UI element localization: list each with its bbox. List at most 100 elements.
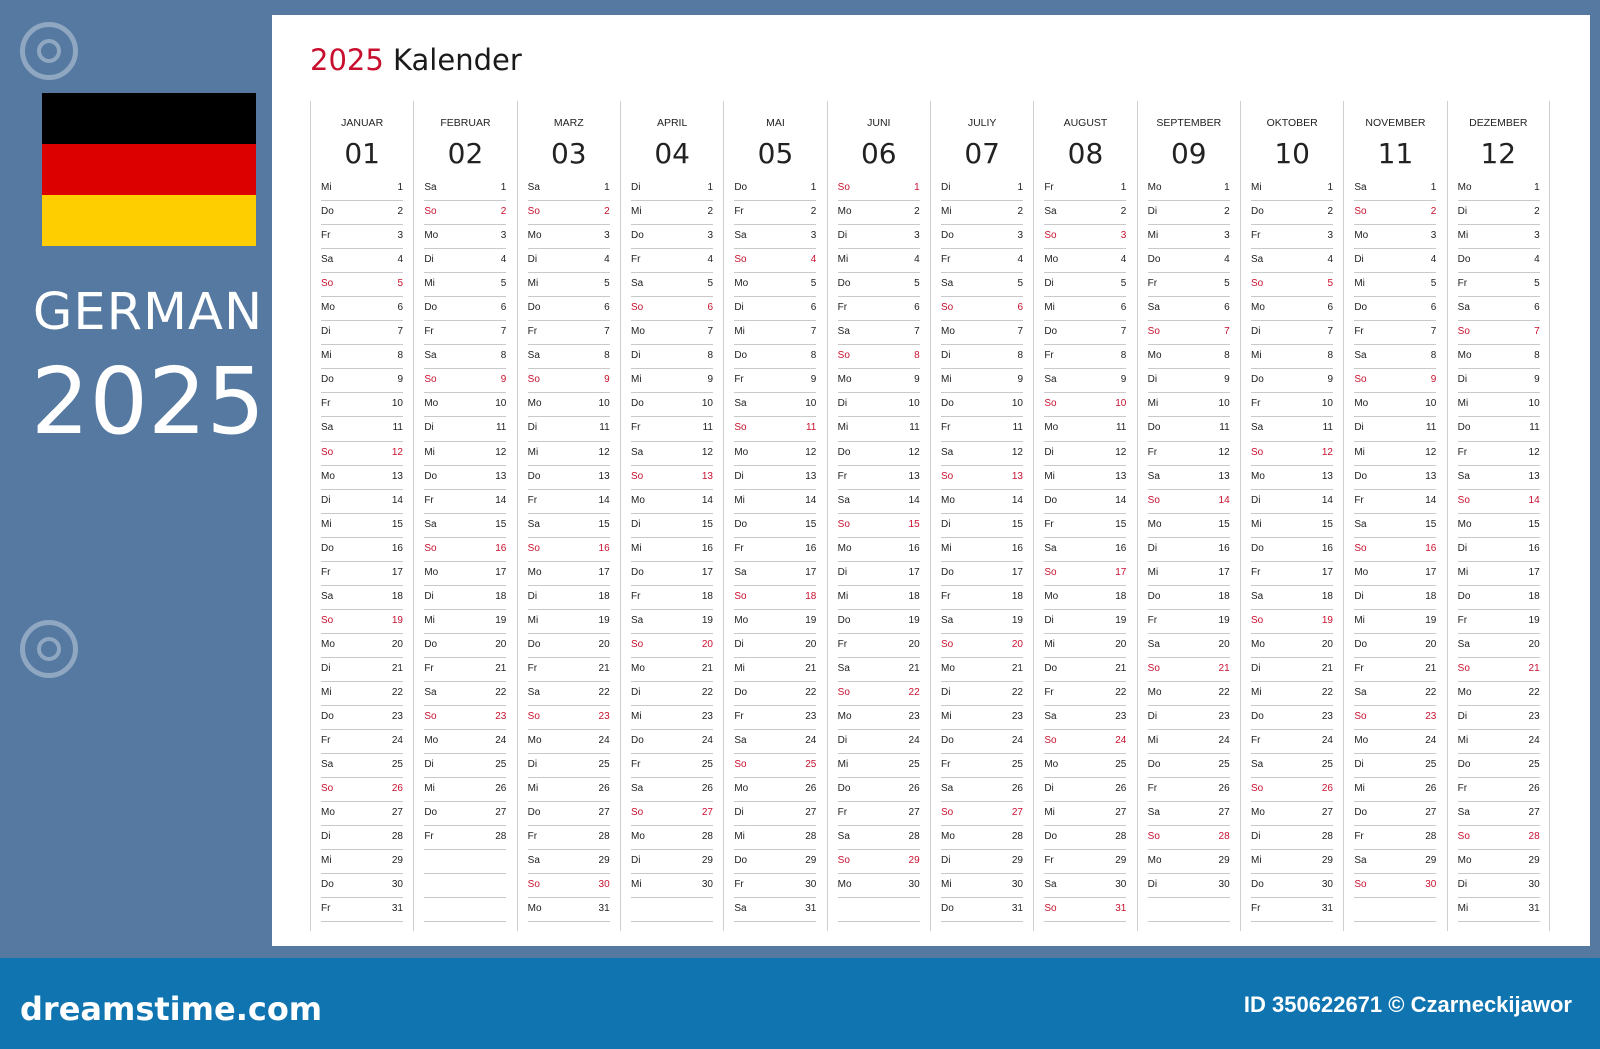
day-number: 26 (495, 783, 507, 795)
weekday-label: Di (424, 422, 434, 434)
day-number: 11 (1012, 422, 1023, 434)
weekday-label: So (1354, 374, 1367, 386)
weekday-label: Fr (1457, 614, 1468, 626)
day-row: Mo 15 (1147, 514, 1230, 538)
day-row: So 7 (1147, 321, 1230, 346)
day-row: Mi 9 (941, 369, 1023, 394)
day-row: Sa 4 (1251, 249, 1333, 274)
day-number: 2 (707, 206, 713, 218)
day-row: Fr 29 (1044, 850, 1127, 875)
weekday-label: Fr (321, 903, 331, 915)
day-row: Mo 26 (734, 778, 817, 803)
day-row: So 15 (837, 514, 920, 538)
day-number: 16 (1425, 542, 1437, 554)
day-row: Do 13 (1354, 466, 1437, 490)
day-number: 5 (397, 278, 403, 290)
day-row: Sa 14 (837, 490, 920, 514)
day-row: Mo 21 (631, 658, 713, 682)
day-row: Mo 24 (1354, 730, 1437, 755)
day-number: 3 (810, 230, 817, 242)
day-number: 4 (707, 254, 713, 266)
day-number: 22 (908, 686, 920, 698)
day-number: 6 (604, 302, 610, 314)
day-row: Mi 6 (1044, 297, 1127, 322)
day-row: Fr 31 (321, 898, 403, 923)
weekday-label: Mi (1044, 807, 1055, 819)
day-row: So 4 (734, 249, 817, 274)
day-number: 2 (1120, 206, 1127, 218)
day-row: Fr 21 (424, 658, 507, 682)
day-row: Do 11 (1457, 417, 1540, 442)
weekday-label: Fr (424, 326, 434, 338)
day-row: Mi 11 (837, 417, 920, 442)
weekday-label: Sa (1044, 542, 1057, 554)
day-list: Fr 1 Sa 2 So 3 Mo 4 Di 5 Mi 6 Do 7 Fr 8 Sa 9 So 10 Mo 11 Di 12 M… (1044, 177, 1127, 923)
day-number: 27 (1011, 807, 1023, 819)
day-number: 22 (1528, 686, 1540, 698)
day-number: 9 (1017, 374, 1023, 386)
day-number: 18 (701, 590, 713, 602)
day-row: Sa 12 (631, 442, 713, 466)
day-number: 30 (1321, 879, 1333, 891)
weekday-label: Do (1457, 759, 1471, 771)
day-number: 7 (1224, 326, 1230, 338)
day-number: 8 (810, 350, 817, 362)
german-flag (42, 93, 256, 246)
day-number: 19 (1115, 614, 1127, 626)
day-number: 19 (495, 614, 507, 626)
weekday-label: Di (1044, 783, 1054, 795)
weekday-label: So (527, 374, 540, 386)
day-number: 5 (1430, 278, 1437, 290)
day-number: 13 (1115, 470, 1127, 482)
weekday-label: Fr (1457, 446, 1468, 458)
day-number: 12 (1528, 446, 1540, 458)
month-name: SEPTEMBER (1156, 117, 1222, 129)
day-row: Di 3 (837, 225, 920, 250)
day-number: 1 (1327, 182, 1333, 193)
weekday-label: So (1147, 831, 1160, 843)
day-row: Mi 8 (1251, 345, 1333, 370)
flag-stripe-black (42, 93, 256, 144)
day-number: 8 (1120, 350, 1127, 362)
day-number: 19 (1011, 614, 1023, 626)
day-number: 10 (701, 398, 713, 410)
day-row: Di 20 (734, 634, 817, 658)
day-number: 4 (1120, 254, 1127, 266)
day-number: 7 (500, 326, 507, 338)
day-number: 7 (604, 326, 610, 338)
day-row: So 26 (1251, 778, 1333, 803)
weekday-label: Mi (527, 278, 539, 290)
day-row: Di 17 (837, 562, 920, 586)
day-row: Sa 30 (1044, 874, 1127, 899)
day-row: Mi 4 (837, 249, 920, 274)
weekday-label: Fr (424, 831, 434, 843)
weekday-label: Do (631, 735, 644, 747)
weekday-label: Do (1147, 590, 1161, 602)
day-row: Do 27 (1354, 802, 1437, 827)
day-list: Mo 1 Di 2 Mi 3 Do 4 Fr 5 Sa 6 So 7 Mo 8 Di 9 Mi 10 Do 11 Fr 12 S… (1457, 177, 1540, 923)
day-list: Do 1 Fr 2 Sa 3 So 4 Mo 5 Di 6 Mi 7 Do 8 Fr 9 Sa 10 So 11 Mo 12 D… (734, 177, 817, 923)
day-row: Mo 30 (837, 874, 920, 899)
day-row: So 6 (631, 297, 713, 322)
weekday-label: Di (631, 350, 641, 362)
day-number: 26 (701, 783, 713, 795)
day-number: 19 (1321, 614, 1333, 626)
weekday-label: Mo (527, 230, 542, 242)
weekday-label: Do (837, 614, 851, 626)
day-number: 20 (1528, 638, 1540, 650)
day-row: Di 28 (321, 826, 403, 851)
day-row: Fr 31 (1251, 898, 1333, 923)
day-number: 3 (397, 230, 403, 242)
day-number: 20 (1321, 638, 1333, 650)
month-number: 02 (447, 137, 484, 170)
day-number: 12 (598, 446, 610, 458)
day-row: Mo 7 (941, 321, 1023, 346)
weekday-label: Mi (1251, 686, 1262, 698)
day-list: Sa 1 So 2 Mo 3 Di 4 Mi 5 Do 6 Fr 7 Sa 8 So 9 Mo 10 Di 11 Mi 12 D… (1354, 177, 1437, 923)
weekday-label: Mi (527, 446, 539, 458)
day-number: 29 (908, 855, 920, 867)
day-row: Sa 18 (1251, 586, 1333, 610)
day-row: Fr 14 (1354, 490, 1437, 514)
day-number: 10 (1321, 398, 1333, 410)
day-number: 14 (1321, 494, 1333, 506)
